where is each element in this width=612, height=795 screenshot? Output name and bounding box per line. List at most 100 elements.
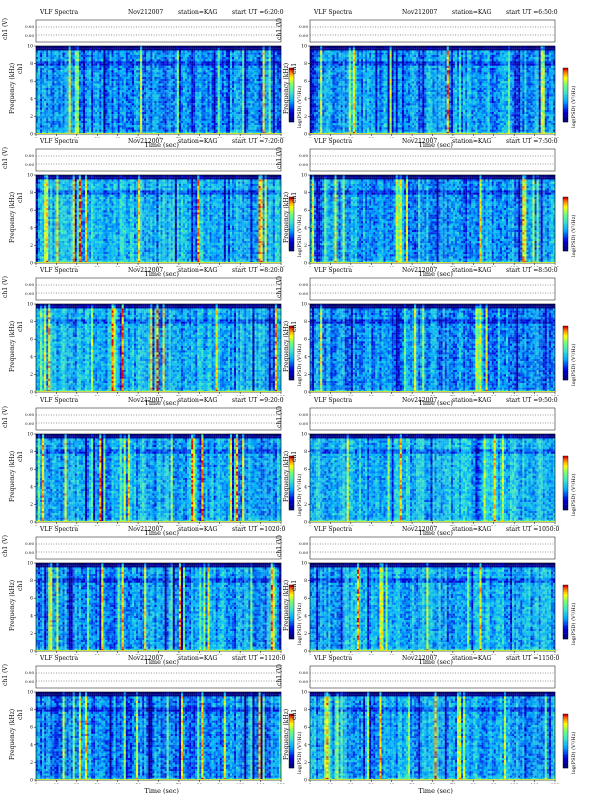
colorbar-cell [563, 115, 568, 117]
y-tick-label: 0 [30, 390, 33, 396]
colorbar-cell [563, 460, 568, 462]
y-tick-label: 4 [30, 484, 33, 490]
y-tick-label: 2 [304, 631, 307, 637]
colorbar-cell [563, 226, 568, 228]
x-tick-label: 120 [551, 783, 560, 784]
ch1-short-label: ch1 [291, 321, 298, 332]
y-tick-label: 8 [30, 578, 33, 584]
colorbar-cell [563, 488, 568, 490]
spectrogram-cells [36, 692, 281, 780]
colorbar-cell [563, 752, 568, 754]
y-tick-label: 2 [30, 114, 33, 120]
y-tick-label: 8 [304, 190, 307, 196]
y-tick-label: 6 [304, 596, 307, 602]
ch1-axis-label: ch1 (V) [276, 276, 283, 298]
colorbar-cell [563, 104, 568, 106]
ch1-frame [310, 408, 555, 430]
colorbar-cell [563, 99, 568, 101]
colorbar-cell [563, 211, 568, 213]
y-tick-label: 6 [304, 79, 307, 85]
colorbar-cell [563, 247, 568, 249]
colorbar-cell [563, 106, 568, 108]
colorbar-cell [563, 501, 568, 503]
colorbar-cell [563, 458, 568, 460]
colorbar-cell [563, 197, 568, 199]
frequency-axis-label: Frequency (kHz) [9, 321, 16, 372]
colorbar-cell [563, 349, 568, 351]
colorbar-cell [563, 623, 568, 625]
spectrogram-svg: 0.000.0002468100102030405060708090100110… [274, 137, 574, 267]
colorbar-cell [563, 755, 568, 757]
colorbar-cell [563, 373, 568, 375]
ch1-short-label: ch1 [291, 63, 298, 74]
colorbar-cell [563, 371, 568, 373]
y-tick-label: 10 [27, 432, 33, 438]
colorbar-cell [563, 202, 568, 204]
colorbar-cell [563, 745, 568, 747]
ch1-tick-label: 0.00 [299, 412, 308, 417]
y-tick-label: 10 [27, 561, 33, 567]
x-tick-label: 0 [309, 783, 312, 784]
x-tick-label: 100 [236, 783, 245, 784]
ch1-frame [36, 408, 281, 430]
colorbar-cell [563, 81, 568, 83]
ch1-short-label: ch1 [17, 321, 24, 332]
spectrogram-svg: 0.000.0002468100102030405060708090100110… [274, 396, 574, 526]
spectrogram-cells [310, 46, 555, 134]
frequency-axis-label: Frequency (kHz) [9, 192, 16, 243]
colorbar-cell [563, 199, 568, 201]
y-tick-label: 8 [304, 707, 307, 713]
ch1-short-label: ch1 [291, 451, 298, 462]
y-tick-label: 10 [301, 690, 307, 696]
colorbar-cell [563, 714, 568, 716]
colorbar-cell [563, 483, 568, 485]
colorbar-cell [563, 608, 568, 610]
x-tick-label: 80 [196, 783, 202, 784]
colorbar-cell [563, 335, 568, 337]
colorbar-cell [563, 217, 568, 219]
ch1-tick-label: 0.00 [25, 670, 34, 675]
ch1-short-label: ch1 [17, 63, 24, 74]
ch1-tick-label: 0.00 [299, 541, 308, 546]
ch1-frame [310, 537, 555, 559]
spectrogram-svg: 0.000.0002468100102030405060708090100110… [274, 654, 574, 784]
colorbar-cell [563, 229, 568, 231]
ch1-axis-label: ch1 (V) [2, 535, 9, 557]
x-tick-label: 110 [530, 783, 539, 784]
y-tick-label: 6 [304, 208, 307, 214]
colorbar-cell [563, 201, 568, 203]
colorbar-cell [563, 635, 568, 637]
x-tick-label: 10 [54, 783, 60, 784]
colorbar-cell [563, 496, 568, 498]
y-tick-label: 2 [30, 631, 33, 637]
colorbar-cell [563, 222, 568, 224]
colorbar-cell [563, 634, 568, 636]
colorbar-cell [563, 366, 568, 368]
y-tick-label: 0 [304, 390, 307, 396]
x-tick-label: 110 [256, 783, 265, 784]
colorbar-cell [563, 231, 568, 233]
ch1-tick-label: 0.00 [25, 282, 34, 287]
y-tick-label: 10 [301, 432, 307, 438]
colorbar-cell [563, 90, 568, 92]
ch1-tick-label: 0.00 [25, 541, 34, 546]
colorbar-cell [563, 492, 568, 494]
colorbar-cell [563, 598, 568, 600]
y-tick-label: 10 [301, 561, 307, 567]
frequency-axis-label: Frequency (kHz) [283, 709, 290, 760]
colorbar-cell [563, 333, 568, 335]
y-tick-label: 6 [30, 79, 33, 85]
ch1-frame [36, 149, 281, 171]
y-tick-label: 8 [304, 578, 307, 584]
ch1-axis-label: ch1 (V) [2, 664, 9, 686]
frequency-axis-label: Frequency (kHz) [9, 580, 16, 631]
frequency-axis-label: Frequency (kHz) [283, 192, 290, 243]
colorbar-cell [563, 465, 568, 467]
y-tick-label: 8 [30, 61, 33, 67]
y-tick-label: 0 [304, 778, 307, 784]
ch1-axis-label: ch1 (V) [276, 147, 283, 169]
colorbar-cell [563, 220, 568, 222]
y-tick-label: 6 [30, 725, 33, 731]
